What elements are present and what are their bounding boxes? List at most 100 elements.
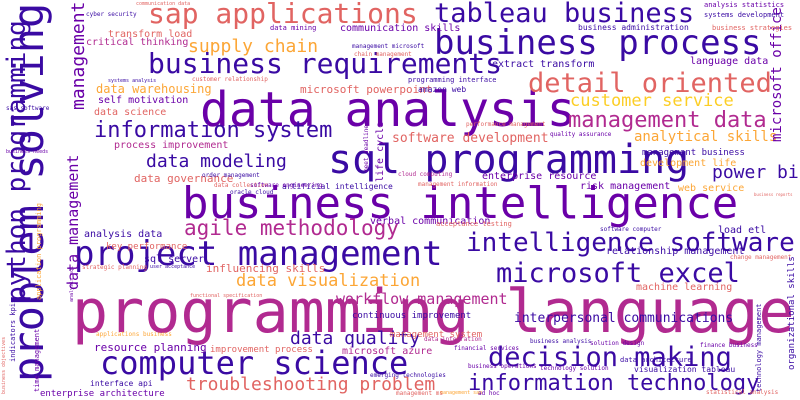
- word: transform load: [108, 29, 193, 40]
- word: management ms: [396, 390, 443, 397]
- word: business objectives: [1, 336, 7, 394]
- word: programming interface: [408, 76, 497, 84]
- word: data visualization: [236, 271, 421, 291]
- word: relationship management: [606, 246, 745, 257]
- word: project management: [74, 234, 443, 274]
- word: sas software: [6, 105, 50, 112]
- word: business reports: [754, 192, 793, 197]
- word: verbal communication: [370, 216, 491, 227]
- word: solution design: [590, 340, 645, 347]
- word: extract transform: [492, 59, 595, 70]
- word: data mining: [270, 24, 317, 32]
- word: customer relationship: [192, 76, 268, 83]
- word: systems analysis: [108, 78, 157, 84]
- word: finance business: [700, 342, 758, 349]
- word: tableau business: [434, 0, 695, 29]
- word: quality assurance: [550, 131, 612, 138]
- word: applications business: [96, 331, 172, 338]
- word: management microsoft: [352, 43, 425, 50]
- word: management sap: [440, 390, 483, 396]
- word: indicators kpis: [9, 298, 17, 362]
- word: information system: [94, 118, 333, 143]
- word: systems development: [704, 11, 785, 19]
- word: development life: [640, 158, 737, 169]
- word: cloud computing: [398, 171, 453, 178]
- word: computer science: [100, 344, 409, 382]
- word: improvement process: [210, 345, 313, 355]
- word: agile methodology: [184, 216, 399, 240]
- word: resource planning: [94, 341, 207, 354]
- word: ad hoc: [478, 390, 500, 397]
- word: business intelligence: [182, 178, 739, 229]
- word: life cycle: [375, 121, 386, 182]
- word: analysis statistics: [704, 1, 785, 9]
- word: organizational skills: [787, 256, 797, 370]
- word: web service: [678, 183, 745, 194]
- word: microsoft excel: [496, 258, 740, 289]
- word: programming language: [72, 277, 795, 347]
- word: microsoft azure: [342, 346, 433, 357]
- word: analytical skills: [634, 129, 778, 145]
- word: performance management: [466, 121, 546, 128]
- word: information technology: [468, 371, 760, 396]
- word: process improvement: [114, 140, 229, 151]
- word: power bi: [712, 162, 799, 183]
- word: management data: [568, 108, 767, 133]
- word: business process: [434, 23, 762, 63]
- word: sql programming: [328, 137, 690, 183]
- word: key performance: [106, 242, 188, 252]
- word: business analysis: [530, 338, 592, 345]
- word: analysis data: [84, 229, 163, 240]
- word: troubleshooting problem: [186, 374, 436, 395]
- word: microsoft powerpoint: [300, 83, 433, 96]
- word: self motivation: [98, 95, 189, 106]
- word: user acceptance: [150, 264, 196, 270]
- word: data collection: [214, 182, 269, 189]
- word: risk management: [580, 181, 671, 192]
- word: software computer: [600, 226, 662, 233]
- word: management business: [642, 148, 745, 158]
- word: management information: [418, 181, 498, 188]
- word: visualization tableau: [634, 365, 736, 374]
- word: communication skills: [340, 23, 461, 34]
- word: load etl: [718, 225, 767, 236]
- word: customer service: [570, 91, 734, 111]
- word: chain management: [354, 51, 412, 58]
- word: business needs: [6, 149, 49, 155]
- word: cyber security: [86, 11, 137, 18]
- word: oracle cloud: [230, 189, 274, 196]
- word: meet deadlines: [363, 121, 370, 172]
- word: software engineering: [250, 182, 323, 189]
- word: critical thinking: [86, 37, 189, 48]
- word: business operations: [468, 363, 537, 370]
- word: continuous improvement: [352, 311, 472, 321]
- word: emerging technologies: [370, 372, 446, 379]
- word: technology management: [755, 303, 763, 392]
- word: acceptance testing: [436, 220, 512, 228]
- word: enterprise architecture: [40, 389, 165, 399]
- word: data analysis: [200, 82, 576, 138]
- word: data quality: [290, 328, 421, 349]
- word: amazon web: [418, 85, 467, 94]
- word: functional specification: [190, 293, 263, 299]
- word: communication data: [136, 1, 191, 7]
- word: time management: [33, 328, 41, 392]
- word: business strategies: [712, 24, 793, 32]
- word: data warehousing: [96, 82, 212, 96]
- word: workflow management: [336, 290, 508, 308]
- word: management system: [390, 330, 483, 340]
- word: data science: [94, 107, 167, 118]
- word: data integration: [424, 336, 482, 343]
- word: data modeling: [146, 151, 287, 172]
- word: data architecture: [620, 356, 692, 364]
- word: change management: [730, 254, 792, 261]
- word: interface api: [90, 379, 153, 388]
- word: statistical analysis: [706, 389, 779, 396]
- word: data governance: [134, 172, 234, 185]
- word: influencing skills: [206, 262, 326, 275]
- word: interpersonal communications: [514, 311, 734, 326]
- word: intelligence software: [466, 228, 795, 258]
- word: artificial intelligence: [282, 182, 393, 191]
- word: analysis sql: [69, 265, 75, 302]
- word: financial services: [454, 345, 520, 352]
